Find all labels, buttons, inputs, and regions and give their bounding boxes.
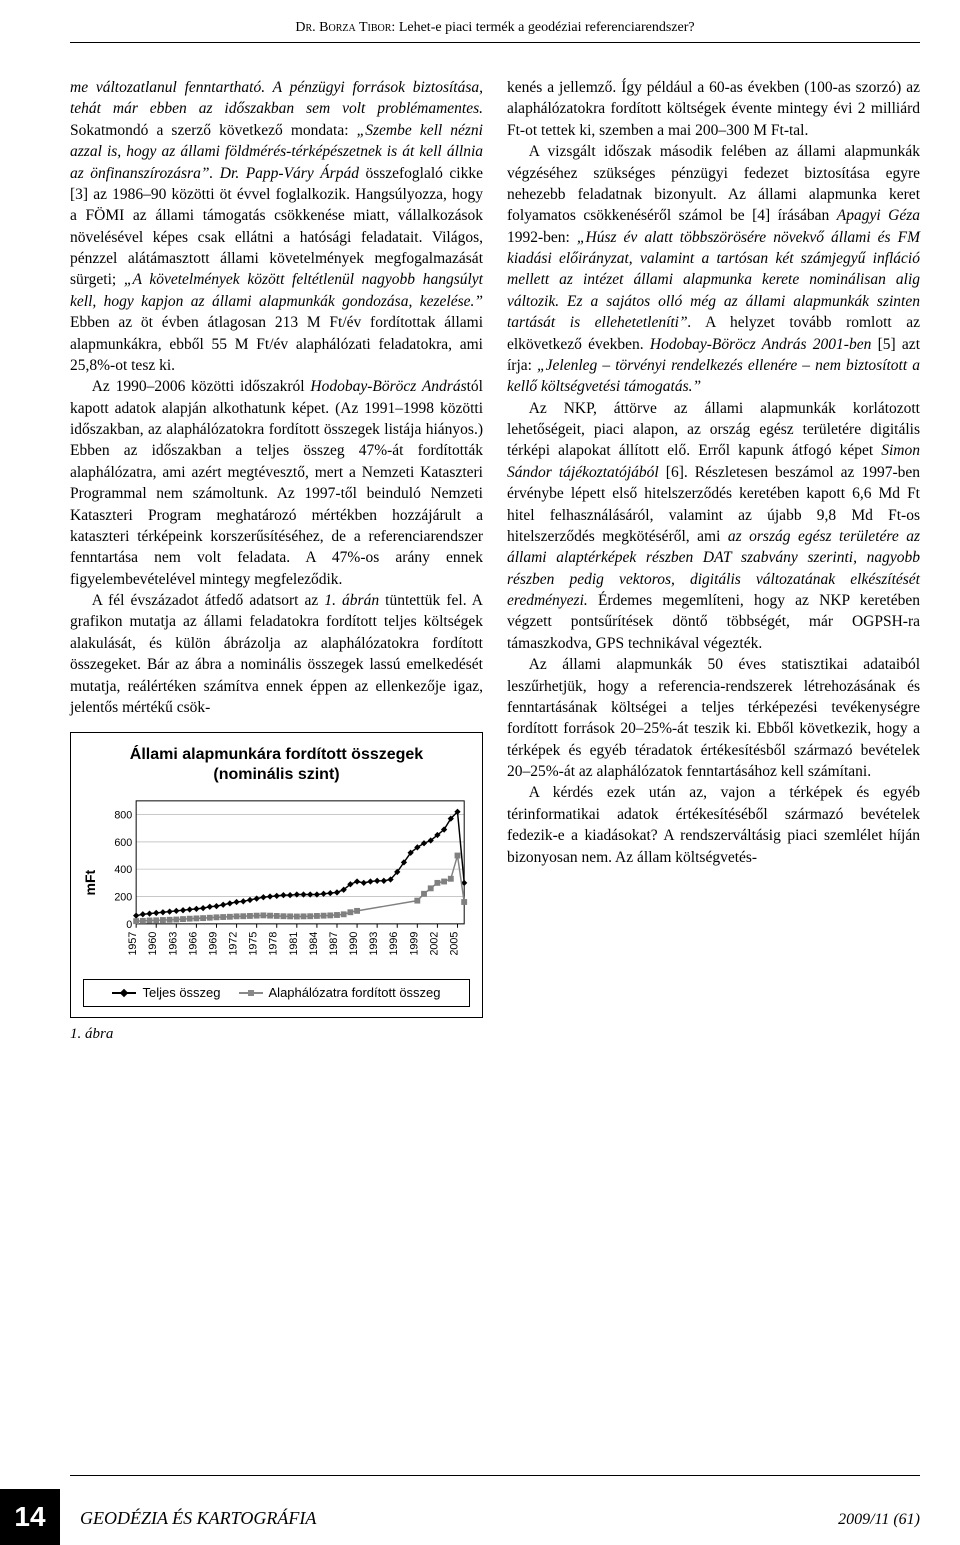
svg-text:2002: 2002 xyxy=(428,932,440,956)
col2-p4: Az állami alapmunkák 50 éves statisztika… xyxy=(507,654,920,782)
col2-p3: Az NKP, áttörve az állami alapmunkák kor… xyxy=(507,398,920,655)
header-author: Dr. Borza Tibor: xyxy=(295,20,395,35)
col1-p2: Az 1990–2006 közötti időszakról Hodobay-… xyxy=(70,376,483,590)
body-columns: me változatlanul fenntartható. A pénzügy… xyxy=(70,77,920,1545)
svg-text:1960: 1960 xyxy=(147,932,159,956)
svg-text:1969: 1969 xyxy=(207,932,219,956)
page-number: 14 xyxy=(0,1489,60,1545)
right-column: kenés a jellemző. Így például a 60-as év… xyxy=(507,77,920,1545)
page-footer: 14 GEODÉZIA ÉS KARTOGRÁFIA 2009/11 (61) xyxy=(0,1465,960,1545)
square-marker-icon xyxy=(239,992,263,994)
svg-text:1987: 1987 xyxy=(328,932,340,956)
col1-p3: A fél évszázadot átfedő adatsort az 1. á… xyxy=(70,590,483,718)
legend-item-total: Teljes összeg xyxy=(112,984,220,1002)
diamond-marker-icon xyxy=(112,992,136,994)
svg-text:200: 200 xyxy=(114,892,132,904)
figure-caption: 1. ábra xyxy=(70,1024,483,1045)
svg-text:1975: 1975 xyxy=(248,932,260,956)
svg-text:600: 600 xyxy=(114,837,132,849)
svg-text:1978: 1978 xyxy=(268,932,280,956)
left-column: me változatlanul fenntartható. A pénzügy… xyxy=(70,77,483,1545)
footer-journal: GEODÉZIA ÉS KARTOGRÁFIA xyxy=(80,1508,316,1529)
footer-issue: 2009/11 (61) xyxy=(838,1511,920,1529)
svg-text:1981: 1981 xyxy=(288,932,300,956)
svg-text:0: 0 xyxy=(126,919,132,931)
svg-text:1972: 1972 xyxy=(228,932,240,956)
svg-text:1999: 1999 xyxy=(408,932,420,956)
svg-text:1996: 1996 xyxy=(388,932,400,956)
col2-p5: A kérdés ezek után az, vajon a térképek … xyxy=(507,782,920,868)
footer-rule xyxy=(70,1475,920,1476)
svg-text:1963: 1963 xyxy=(167,932,179,956)
header-title: Lehet-e piaci termék a geodéziai referen… xyxy=(399,20,695,35)
header-rule xyxy=(70,42,920,43)
svg-text:1957: 1957 xyxy=(127,932,139,956)
running-header: Dr. Borza Tibor: Lehet-e piaci termék a … xyxy=(70,20,920,36)
figure-1: Állami alapmunkára fordított összegek (n… xyxy=(70,732,483,1018)
col1-p1: me változatlanul fenntartható. A pénzügy… xyxy=(70,77,483,376)
svg-text:2005: 2005 xyxy=(448,932,460,956)
chart-canvas: 0 200 400 600 800 1957 1960 1963 1966 1969 1972 197… xyxy=(101,795,472,971)
y-axis-label: mFt xyxy=(81,795,101,971)
svg-text:1990: 1990 xyxy=(348,932,360,956)
svg-text:1966: 1966 xyxy=(187,932,199,956)
svg-text:1984: 1984 xyxy=(308,932,320,956)
svg-text:800: 800 xyxy=(114,810,132,822)
col2-p2: A vizsgált időszak második felében az ál… xyxy=(507,141,920,398)
svg-text:400: 400 xyxy=(114,864,132,876)
legend-item-base: Alaphálózatra fordított összeg xyxy=(239,984,441,1002)
chart-legend: Teljes összeg Alaphálózatra fordított ös… xyxy=(83,979,470,1007)
col2-p1: kenés a jellemző. Így például a 60-as év… xyxy=(507,77,920,141)
figure-title: Állami alapmunkára fordított összegek (n… xyxy=(83,745,470,785)
svg-text:1993: 1993 xyxy=(368,932,380,956)
